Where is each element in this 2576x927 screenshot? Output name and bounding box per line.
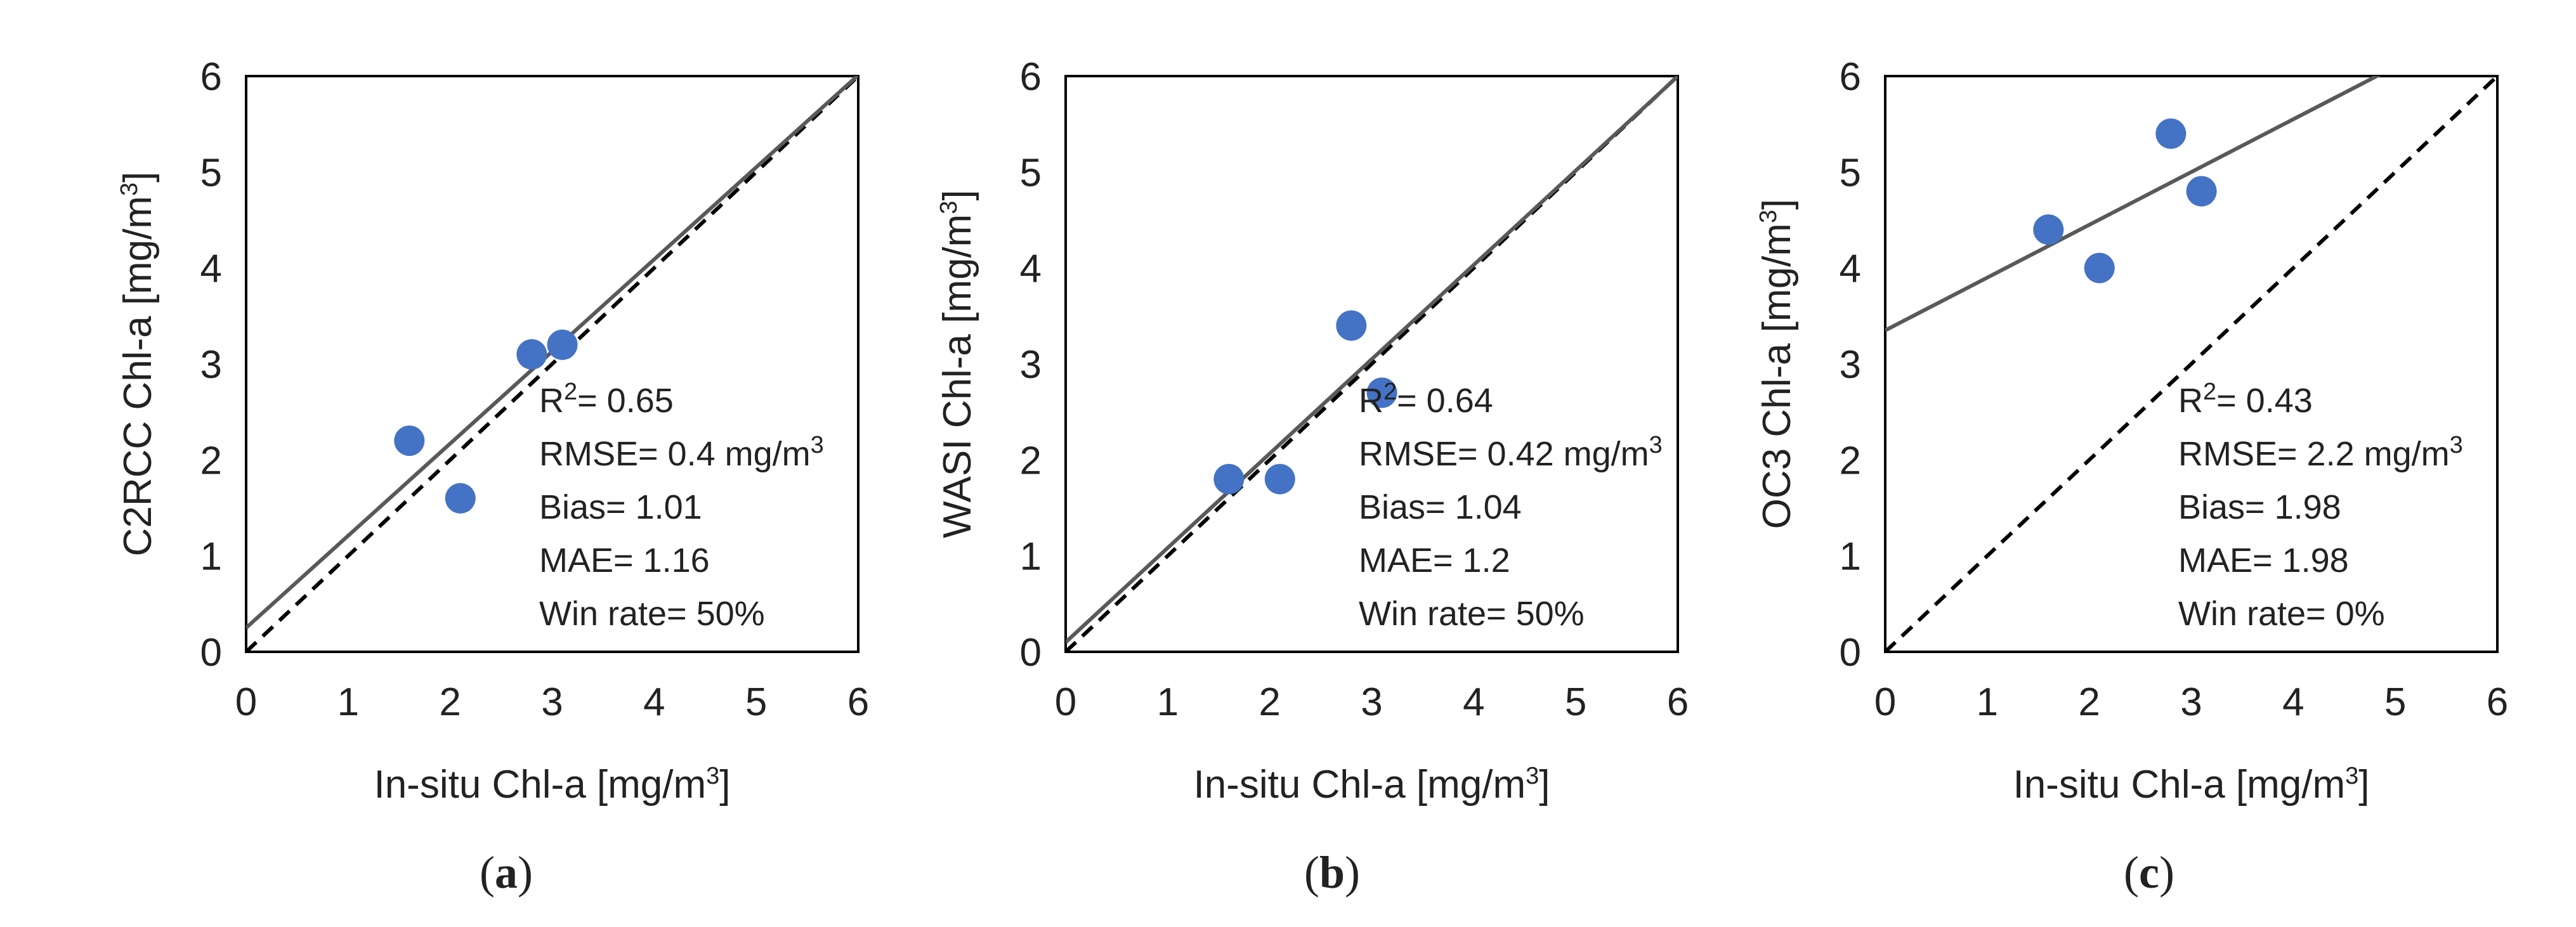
panel-c-y-tick-label: 2 [1840, 439, 1861, 483]
panel-c-y-tick-label: 6 [1840, 55, 1861, 99]
panel-b-y-axis-title: WASI Chl-a [mg/m3] [936, 190, 979, 538]
panel-b-identity-line [1066, 76, 1678, 652]
panel-b-x-tick-label: 0 [1055, 680, 1076, 724]
panel-b-x-tick-label: 6 [1667, 680, 1689, 724]
panel-a-plot-frame [245, 75, 860, 653]
panel-b-regression-line [1066, 76, 1678, 644]
panel-b-stat-rmse: RMSE= 0.42 mg/m3 [1359, 432, 1663, 473]
panel-b-x-tick-label: 5 [1565, 680, 1586, 724]
panel-c-caption: (c) [2124, 847, 2174, 898]
panel-a-y-axis-title: C2RCC Chl-a [mg/m3] [116, 172, 160, 557]
panel-b-caption: (b) [1304, 847, 1360, 898]
panel-c-x-tick-label: 1 [1977, 680, 1998, 724]
panel-a-x-tick-label: 2 [439, 680, 461, 724]
panel-a-identity-line [246, 76, 858, 652]
panel-a-x-tick-label: 1 [337, 680, 359, 724]
panel-b-stat-bias: Bias= 1.04 [1359, 488, 1522, 526]
panel-c-stat-win-rate: Win rate= 0% [2178, 595, 2385, 633]
panel-a-y-tick-label: 1 [200, 535, 222, 579]
panel-b-x-tick-label: 4 [1463, 680, 1484, 724]
panel-a-y-tick-label: 4 [200, 247, 222, 291]
panel-c-stat-r2: R2= 0.43 [2178, 379, 2313, 420]
panel-b-chart: 0 1 2 3 4 5 6 0 1 2 3 4 5 6 In-situ Chl-a [mg/m3] WASI … [936, 55, 1689, 898]
panel-a-y-tick-label: 2 [200, 439, 222, 483]
panel-a-data-point [394, 425, 425, 457]
panel-a-data-point [516, 339, 547, 370]
panel-a-x-tick-label: 3 [541, 680, 563, 724]
panel-a-x-tick-label: 5 [745, 680, 767, 724]
panel-b-stat-r2: R2= 0.64 [1359, 379, 1493, 420]
panel-b-y-tick-label: 4 [1020, 247, 1042, 291]
panel-b-x-tick-label: 3 [1361, 680, 1382, 724]
panel-a-data-point [445, 483, 476, 514]
panel-b-y-tick-label: 2 [1020, 439, 1042, 483]
panel-b-data-point [1336, 310, 1367, 341]
panel-a-stat-rmse: RMSE= 0.4 mg/m3 [539, 432, 824, 473]
panel-c-y-axis-title: OC3 Chl-a [mg/m3] [1755, 199, 1799, 529]
panel-b-x-axis-title: In-situ Chl-a [mg/m3] [1193, 763, 1550, 807]
panel-b-stat-mae: MAE= 1.2 [1359, 541, 1510, 580]
panel-c-stat-bias: Bias= 1.98 [2178, 488, 2341, 526]
panel-c-x-tick-label: 4 [2282, 680, 2304, 724]
panel-c-data-point [2155, 118, 2187, 149]
panel-c-y-tick-label: 5 [1840, 151, 1861, 195]
panel-c-y-tick-label: 0 [1840, 631, 1861, 675]
panel-a-y-tick-label: 6 [200, 55, 222, 99]
panel-c-y-tick-label: 1 [1840, 535, 1861, 579]
panel-c-x-tick-label: 2 [2078, 680, 2100, 724]
panel-c-stat-rmse: RMSE= 2.2 mg/m3 [2178, 432, 2463, 473]
panel-a-data-point [547, 329, 578, 360]
panel-b-y-tick-label: 0 [1020, 631, 1042, 675]
panel-b-data-point [1213, 464, 1245, 495]
panel-a-y-tick-label: 0 [200, 631, 222, 675]
panel-b-data-point [1366, 377, 1397, 408]
panel-c-regression-line [1885, 76, 2381, 332]
panel-b-stat-win-rate: Win rate= 50% [1359, 595, 1585, 633]
panel-a-caption: (a) [480, 847, 533, 898]
panel-a-stat-r2: R2= 0.65 [539, 379, 674, 420]
panel-c-chart: 0 1 2 3 4 5 6 0 1 2 3 4 5 6 In-situ Chl-a [mg/m3] OC3 C… [1755, 55, 2508, 898]
panel-c-x-tick-label: 0 [1874, 680, 1896, 724]
panel-c-x-tick-label: 6 [2487, 680, 2508, 724]
panel-b-plot-frame [1064, 75, 1679, 653]
panel-c-x-tick-label: 3 [2180, 680, 2202, 724]
panel-b-x-tick-label: 2 [1259, 680, 1280, 724]
panel-a-stat-mae: MAE= 1.16 [539, 541, 710, 580]
panel-a-y-tick-label: 3 [200, 343, 222, 387]
panel-c-data-point [2186, 176, 2217, 207]
panel-b-x-tick-label: 1 [1157, 680, 1179, 724]
panel-b-data-point [1264, 464, 1295, 495]
panel-c-identity-line [1885, 76, 2497, 652]
panel-b-y-tick-label: 6 [1020, 55, 1042, 99]
panel-a-stat-win-rate: Win rate= 50% [539, 595, 765, 633]
panel-c-data-point [2084, 252, 2115, 283]
panel-a-x-tick-label: 0 [235, 680, 257, 724]
panel-c-plot-frame [1884, 75, 2499, 653]
panel-c-y-tick-label: 3 [1840, 343, 1861, 387]
panel-b-y-tick-label: 3 [1020, 343, 1042, 387]
panel-c-data-point [2033, 214, 2064, 245]
panel-c-y-tick-label: 4 [1840, 247, 1861, 291]
panel-c-x-tick-label: 5 [2384, 680, 2406, 724]
panel-a-x-tick-label: 6 [847, 680, 869, 724]
panel-a-x-axis-title: In-situ Chl-a [mg/m3] [374, 763, 730, 807]
panel-a-stat-bias: Bias= 1.01 [539, 488, 702, 526]
panel-b-y-tick-label: 5 [1020, 151, 1042, 195]
panel-c-stat-mae: MAE= 1.98 [2178, 541, 2349, 580]
panel-a-chart: 0 1 2 3 4 5 6 0 1 2 3 4 5 6 In-situ Chl-a [mg/m3] C2RCC… [116, 55, 869, 898]
panel-b-y-tick-label: 1 [1020, 535, 1042, 579]
panel-c-x-axis-title: In-situ Chl-a [mg/m3] [2013, 763, 2369, 807]
panel-a-y-tick-label: 5 [200, 151, 222, 195]
panel-a-x-tick-label: 4 [643, 680, 665, 724]
